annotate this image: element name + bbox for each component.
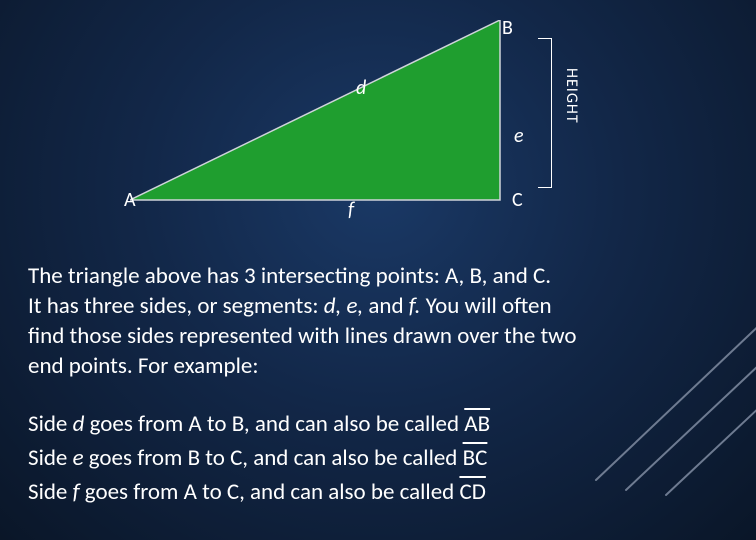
para1-line2e: You will often [420, 292, 551, 320]
segment-bc: BC [463, 444, 488, 472]
p2-f-letter: f [73, 478, 80, 506]
p2-d-mid: goes from A to B, and can also be called [84, 410, 464, 438]
p2-d-side: Side [28, 410, 73, 438]
triangle-diagram: A B C d e f HEIGHT [130, 20, 640, 220]
para1-line1: The triangle above has 3 intersecting po… [28, 262, 551, 290]
para1-line2b: d, e, [324, 292, 369, 320]
para1-line4: end points. For example: [28, 352, 258, 380]
para1-line2c: and [368, 292, 408, 320]
p2-d-letter: d [73, 410, 85, 438]
side-label-d: d [356, 76, 366, 100]
paragraph-1: The triangle above has 3 intersecting po… [28, 262, 728, 382]
p2-e-side: Side [28, 444, 73, 472]
vertex-label-a: A [124, 188, 136, 212]
height-bracket [538, 38, 552, 188]
vertex-label-b: B [502, 16, 513, 40]
p2-f-side: Side [28, 478, 73, 506]
vertex-label-c: C [512, 188, 523, 212]
p2-e-mid: goes from B to C, and can also be called [84, 444, 463, 472]
segment-ab: AB [464, 410, 490, 438]
para1-line2d: f. [409, 292, 421, 320]
side-label-e: e [514, 124, 524, 148]
side-label-f: f [348, 198, 354, 222]
segment-cd: CD [459, 478, 485, 506]
height-label: HEIGHT [562, 68, 581, 124]
paragraph-2: Side d goes from A to B, and can also be… [28, 410, 728, 512]
para1-line3: find those sides represented with lines … [28, 322, 577, 350]
p2-f-mid: goes from A to C, and can also be called [80, 478, 460, 506]
para1-line2a: It has three sides, or segments: [28, 292, 324, 320]
p2-e-letter: e [73, 444, 84, 472]
